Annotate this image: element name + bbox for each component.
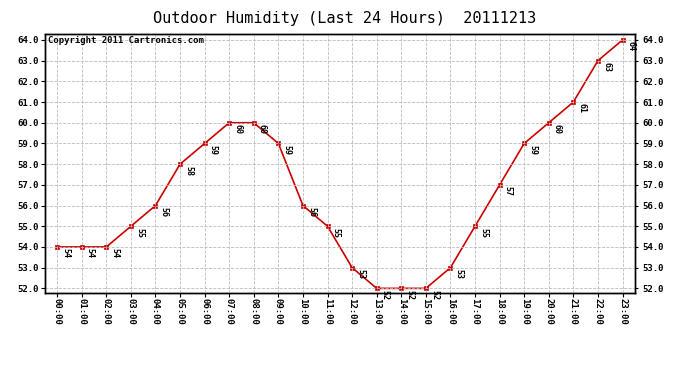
Text: 54: 54 [61,248,70,258]
Text: 63: 63 [602,62,611,72]
Text: 55: 55 [479,228,489,238]
Text: 58: 58 [184,165,193,176]
Text: 52: 52 [381,290,390,300]
Text: 54: 54 [86,248,95,258]
Text: 61: 61 [578,104,586,114]
Text: 60: 60 [258,124,267,134]
Text: 56: 56 [307,207,316,217]
Text: 59: 59 [282,145,292,155]
Text: 54: 54 [110,248,119,258]
Text: 52: 52 [430,290,439,300]
Text: Copyright 2011 Cartronics.com: Copyright 2011 Cartronics.com [48,36,204,45]
Text: 60: 60 [233,124,242,134]
Text: 55: 55 [135,228,144,238]
Text: 52: 52 [406,290,415,300]
Text: 55: 55 [332,228,341,238]
Text: 64: 64 [627,41,635,51]
Text: 57: 57 [504,186,513,196]
Text: 60: 60 [553,124,562,134]
Text: 53: 53 [356,269,365,279]
Text: Outdoor Humidity (Last 24 Hours)  20111213: Outdoor Humidity (Last 24 Hours) 2011121… [153,11,537,26]
Text: 56: 56 [159,207,168,217]
Text: 53: 53 [455,269,464,279]
Text: 59: 59 [529,145,538,155]
Text: 59: 59 [209,145,218,155]
